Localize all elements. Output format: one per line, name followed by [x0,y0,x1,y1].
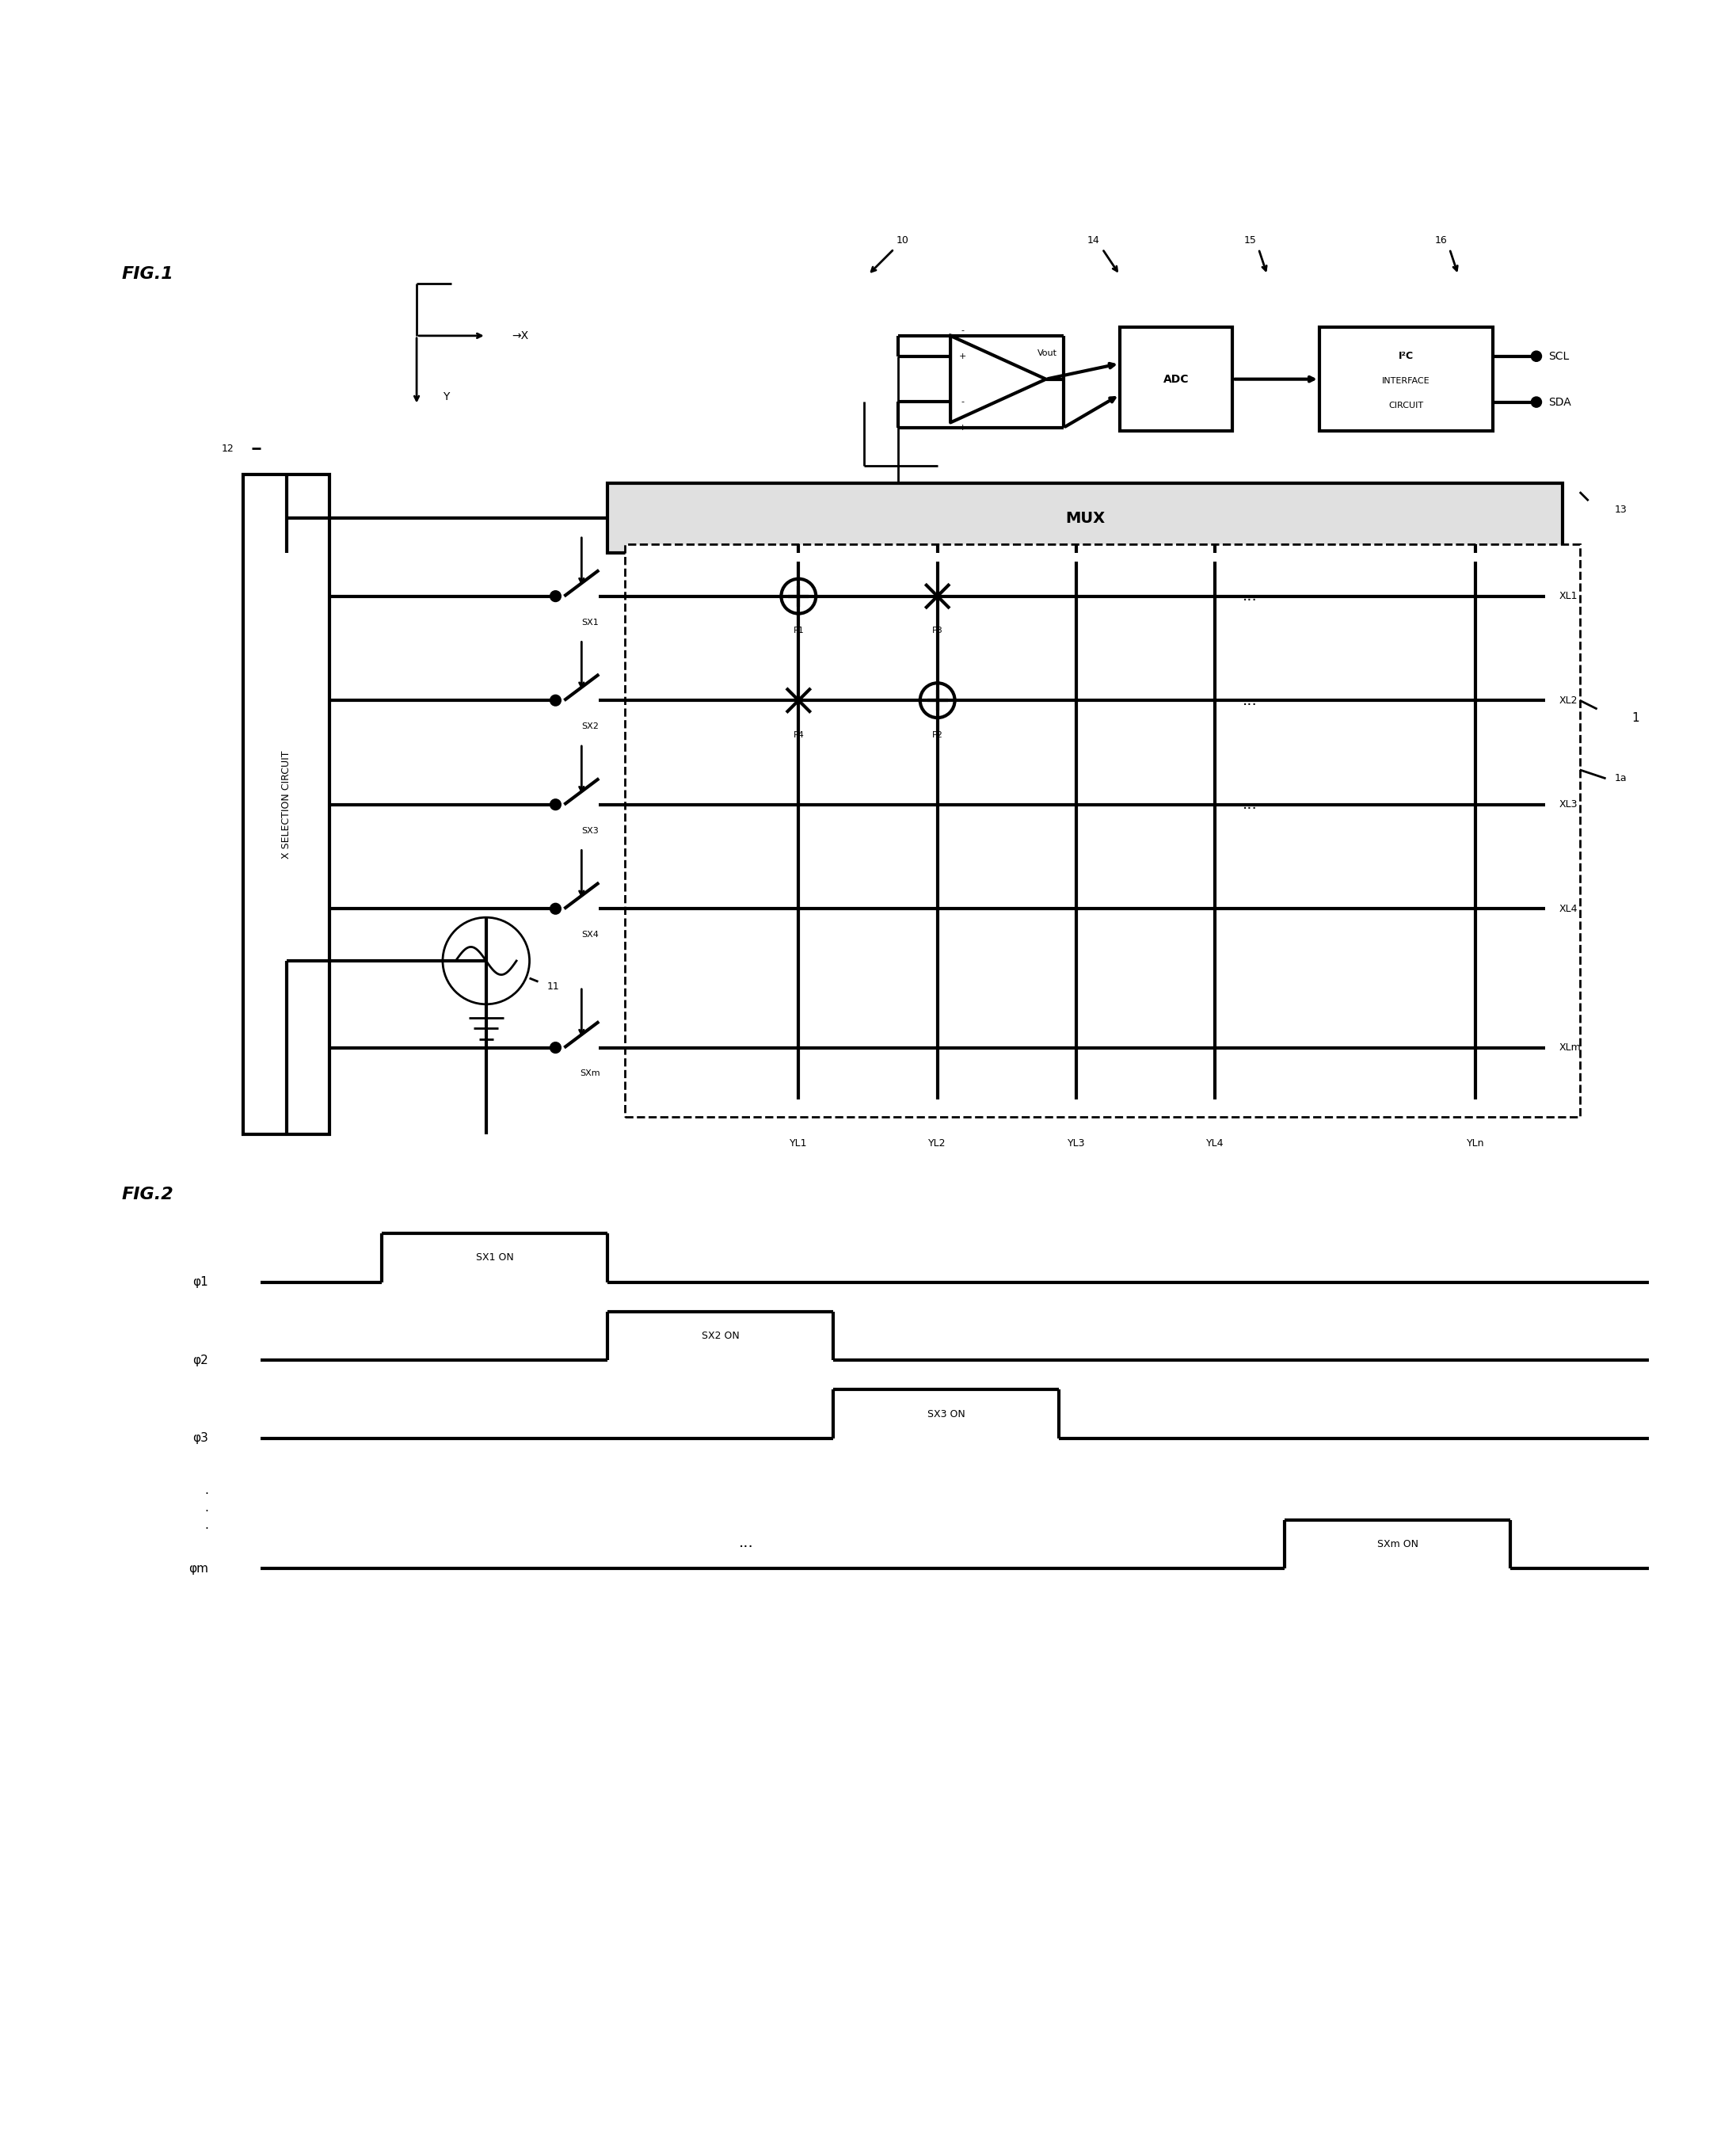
Text: φ1: φ1 [193,1276,208,1289]
Text: FIG.1: FIG.1 [122,266,174,281]
Text: YL3: YL3 [1068,1137,1085,1148]
Text: SCL: SCL [1549,351,1569,362]
Bar [1319,328,1493,430]
Text: ...: ... [1243,588,1257,603]
Bar [625,543,1580,1116]
Text: ...: ... [1243,797,1257,812]
Circle shape [552,801,559,807]
Text: XL4: XL4 [1559,903,1578,914]
Text: XL3: XL3 [1559,799,1578,809]
Text: YL1: YL1 [790,1137,807,1148]
Text: MUX: MUX [1066,511,1104,526]
Circle shape [552,697,559,703]
Text: φ3: φ3 [193,1431,208,1444]
Text: SX1: SX1 [582,618,599,626]
Text: ...: ... [740,1536,753,1551]
Text: 1: 1 [1632,711,1639,724]
Bar [243,475,330,1135]
Text: I²C: I²C [1399,351,1413,362]
Text: ...: ... [1243,692,1257,707]
Circle shape [1531,396,1542,407]
Text: →X: →X [512,330,529,341]
Text: 14: 14 [1087,234,1101,245]
Text: FIG.2: FIG.2 [122,1186,174,1201]
Text: φ2: φ2 [193,1355,208,1365]
Text: 11: 11 [547,982,559,993]
Text: 10: 10 [896,234,910,245]
Text: -: - [962,398,963,405]
Circle shape [552,905,559,912]
Bar [608,484,1562,554]
Text: XL2: XL2 [1559,694,1578,705]
Text: INTERFACE: INTERFACE [1382,377,1430,386]
Text: .: . [205,1519,208,1531]
Text: 13: 13 [1614,505,1627,515]
Text: +: + [958,424,967,432]
Text: 12: 12 [222,443,234,454]
Text: 16: 16 [1434,234,1448,245]
Text: SX2 ON: SX2 ON [701,1331,740,1342]
Text: X SELECTION CIRCUIT: X SELECTION CIRCUIT [281,750,292,858]
Circle shape [552,592,559,601]
Text: YL2: YL2 [929,1137,946,1148]
Text: 15: 15 [1243,234,1257,245]
Text: YLn: YLn [1467,1137,1484,1148]
Text: SX3 ON: SX3 ON [927,1408,965,1419]
Text: SX1 ON: SX1 ON [476,1252,514,1263]
Text: XLm: XLm [1559,1042,1581,1052]
Text: XL1: XL1 [1559,590,1578,601]
Text: Y: Y [443,392,450,403]
Bar [1120,328,1233,430]
Text: CIRCUIT: CIRCUIT [1389,400,1424,409]
Text: .: . [205,1502,208,1514]
Text: P2: P2 [932,731,943,739]
Text: SX3: SX3 [582,826,599,835]
Text: .: . [205,1485,208,1497]
Text: P3: P3 [932,626,943,635]
Text: P1: P1 [793,626,804,635]
Text: φm: φm [189,1563,208,1574]
Text: +: + [958,354,967,360]
Text: P4: P4 [793,731,804,739]
Text: SXm ON: SXm ON [1377,1540,1418,1549]
Circle shape [552,1044,559,1050]
Text: SX4: SX4 [582,931,599,939]
Text: YL4: YL4 [1207,1137,1224,1148]
Text: SDA: SDA [1549,396,1571,407]
Circle shape [1531,351,1542,362]
Text: -: - [962,326,963,334]
Text: Vout: Vout [1038,349,1057,358]
Text: SX2: SX2 [582,722,599,731]
Text: 1a: 1a [1614,773,1627,784]
Text: ADC: ADC [1163,373,1189,386]
Text: SXm: SXm [580,1069,601,1078]
